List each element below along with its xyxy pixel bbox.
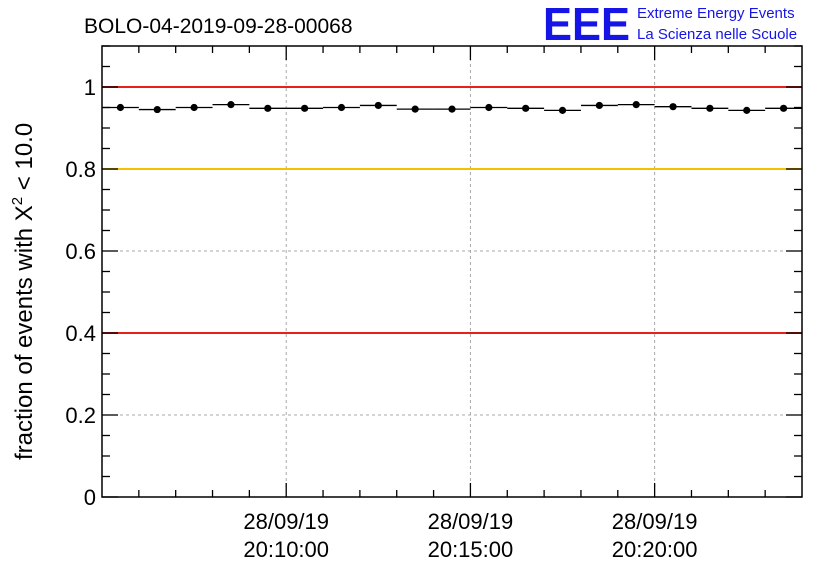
data-point-marker — [632, 101, 640, 109]
eee-logo-mark: EEE — [543, 0, 630, 50]
data-point — [175, 103, 213, 112]
data-point-marker — [116, 103, 125, 112]
data-point — [138, 105, 176, 114]
data-point-marker — [190, 103, 198, 112]
x-tick-label-date: 28/09/19 — [428, 509, 514, 534]
data-point-marker — [227, 101, 235, 109]
data-point-marker — [558, 106, 567, 114]
x-tick-label-time: 20:20:00 — [612, 537, 698, 562]
data-point — [396, 105, 434, 113]
data-point-marker — [595, 101, 603, 110]
y-axis-label-suffix: < 10.0 — [11, 123, 38, 197]
data-point — [691, 104, 729, 112]
data-point — [249, 104, 287, 112]
data-point-marker — [448, 105, 456, 113]
reference-lines — [102, 86, 802, 334]
y-tick-label: 0.4 — [65, 321, 96, 346]
data-point — [654, 103, 692, 111]
y-tick-label: 0 — [84, 485, 96, 510]
data-point — [212, 101, 250, 109]
data-point — [544, 106, 581, 114]
data-series — [102, 101, 802, 114]
x-tick-label-date: 28/09/19 — [612, 509, 698, 534]
data-point-marker — [301, 104, 309, 112]
eee-logo-line2: La Scienza nelle Scuole — [637, 26, 797, 43]
data-point-marker — [264, 104, 272, 112]
data-point-marker — [743, 106, 751, 114]
data-point — [765, 104, 802, 112]
plot-area — [101, 45, 803, 498]
data-point-marker — [153, 105, 161, 114]
y-axis-label: fraction of events with X2 < 10.0 — [9, 123, 38, 460]
plot-frame — [101, 45, 803, 498]
data-point-marker — [374, 101, 382, 110]
y-tick-label: 0.2 — [65, 403, 96, 428]
y-axis-label-prefix: fraction of events with — [11, 221, 38, 460]
data-point — [617, 101, 655, 109]
eee-logo: EEE Extreme Energy Events La Scienza nel… — [543, 0, 797, 50]
data-point — [323, 103, 360, 112]
data-point — [580, 101, 618, 110]
x-tick-label-date: 28/09/19 — [243, 509, 329, 534]
data-point-marker — [779, 104, 788, 112]
data-point — [286, 104, 324, 112]
data-point-marker — [485, 103, 493, 112]
x-tick-label-time: 20:10:00 — [243, 537, 329, 562]
axes: 0 0.2 0.4 0.6 0.8 1 28/09/19 20:10:00 28/09/19 20… — [65, 45, 802, 562]
data-point — [507, 104, 545, 112]
data-point — [433, 105, 471, 113]
data-point — [359, 101, 397, 110]
grid — [102, 46, 802, 497]
data-point — [470, 103, 508, 112]
data-point-marker — [522, 104, 530, 112]
y-tick-label: 0.8 — [65, 157, 96, 182]
data-point-marker — [706, 104, 714, 112]
x-tick-label-time: 20:15:00 — [428, 537, 514, 562]
y-tick-label: 1 — [84, 75, 96, 100]
data-point-marker — [337, 103, 346, 112]
y-axis-label-symbol: X — [11, 205, 38, 221]
chart-title: BOLO-04-2019-09-28-00068 — [84, 15, 353, 38]
data-point — [728, 106, 766, 114]
eee-logo-line1: Extreme Energy Events — [637, 5, 795, 22]
y-axis-label-sup: 2 — [9, 197, 26, 205]
y-tick-label: 0.6 — [65, 239, 96, 264]
data-point-marker — [411, 105, 419, 113]
data-point-marker — [669, 103, 677, 111]
